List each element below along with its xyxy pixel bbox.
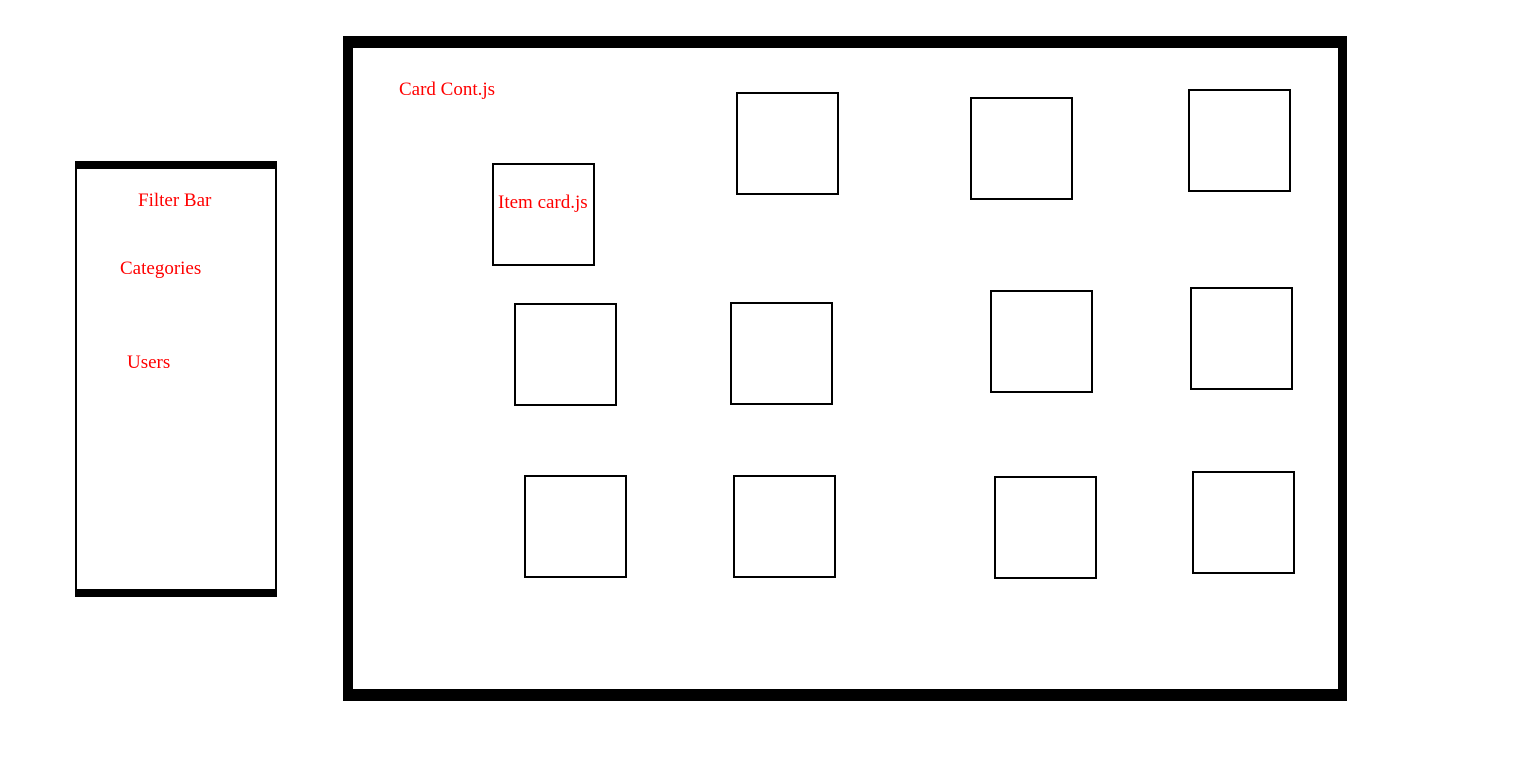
item-card <box>994 476 1097 579</box>
card-container-title: Card Cont.js <box>399 79 496 100</box>
item-card <box>1192 471 1295 574</box>
item-card <box>970 97 1073 200</box>
filter-bar-box <box>75 161 277 597</box>
item-card <box>730 302 833 405</box>
filter-bar-title: Filter Bar <box>138 190 212 211</box>
item-card <box>1188 89 1291 192</box>
item-card <box>733 475 836 578</box>
filter-item-categories: Categories <box>120 258 202 279</box>
item-card <box>990 290 1093 393</box>
item-card <box>736 92 839 195</box>
item-card <box>514 303 617 406</box>
card-container-box <box>343 36 1347 701</box>
item-card-label: Item card.js <box>498 192 588 213</box>
item-card: Item card.js <box>492 163 595 266</box>
item-card <box>1190 287 1293 390</box>
filter-item-users: Users <box>127 352 171 373</box>
item-card <box>524 475 627 578</box>
